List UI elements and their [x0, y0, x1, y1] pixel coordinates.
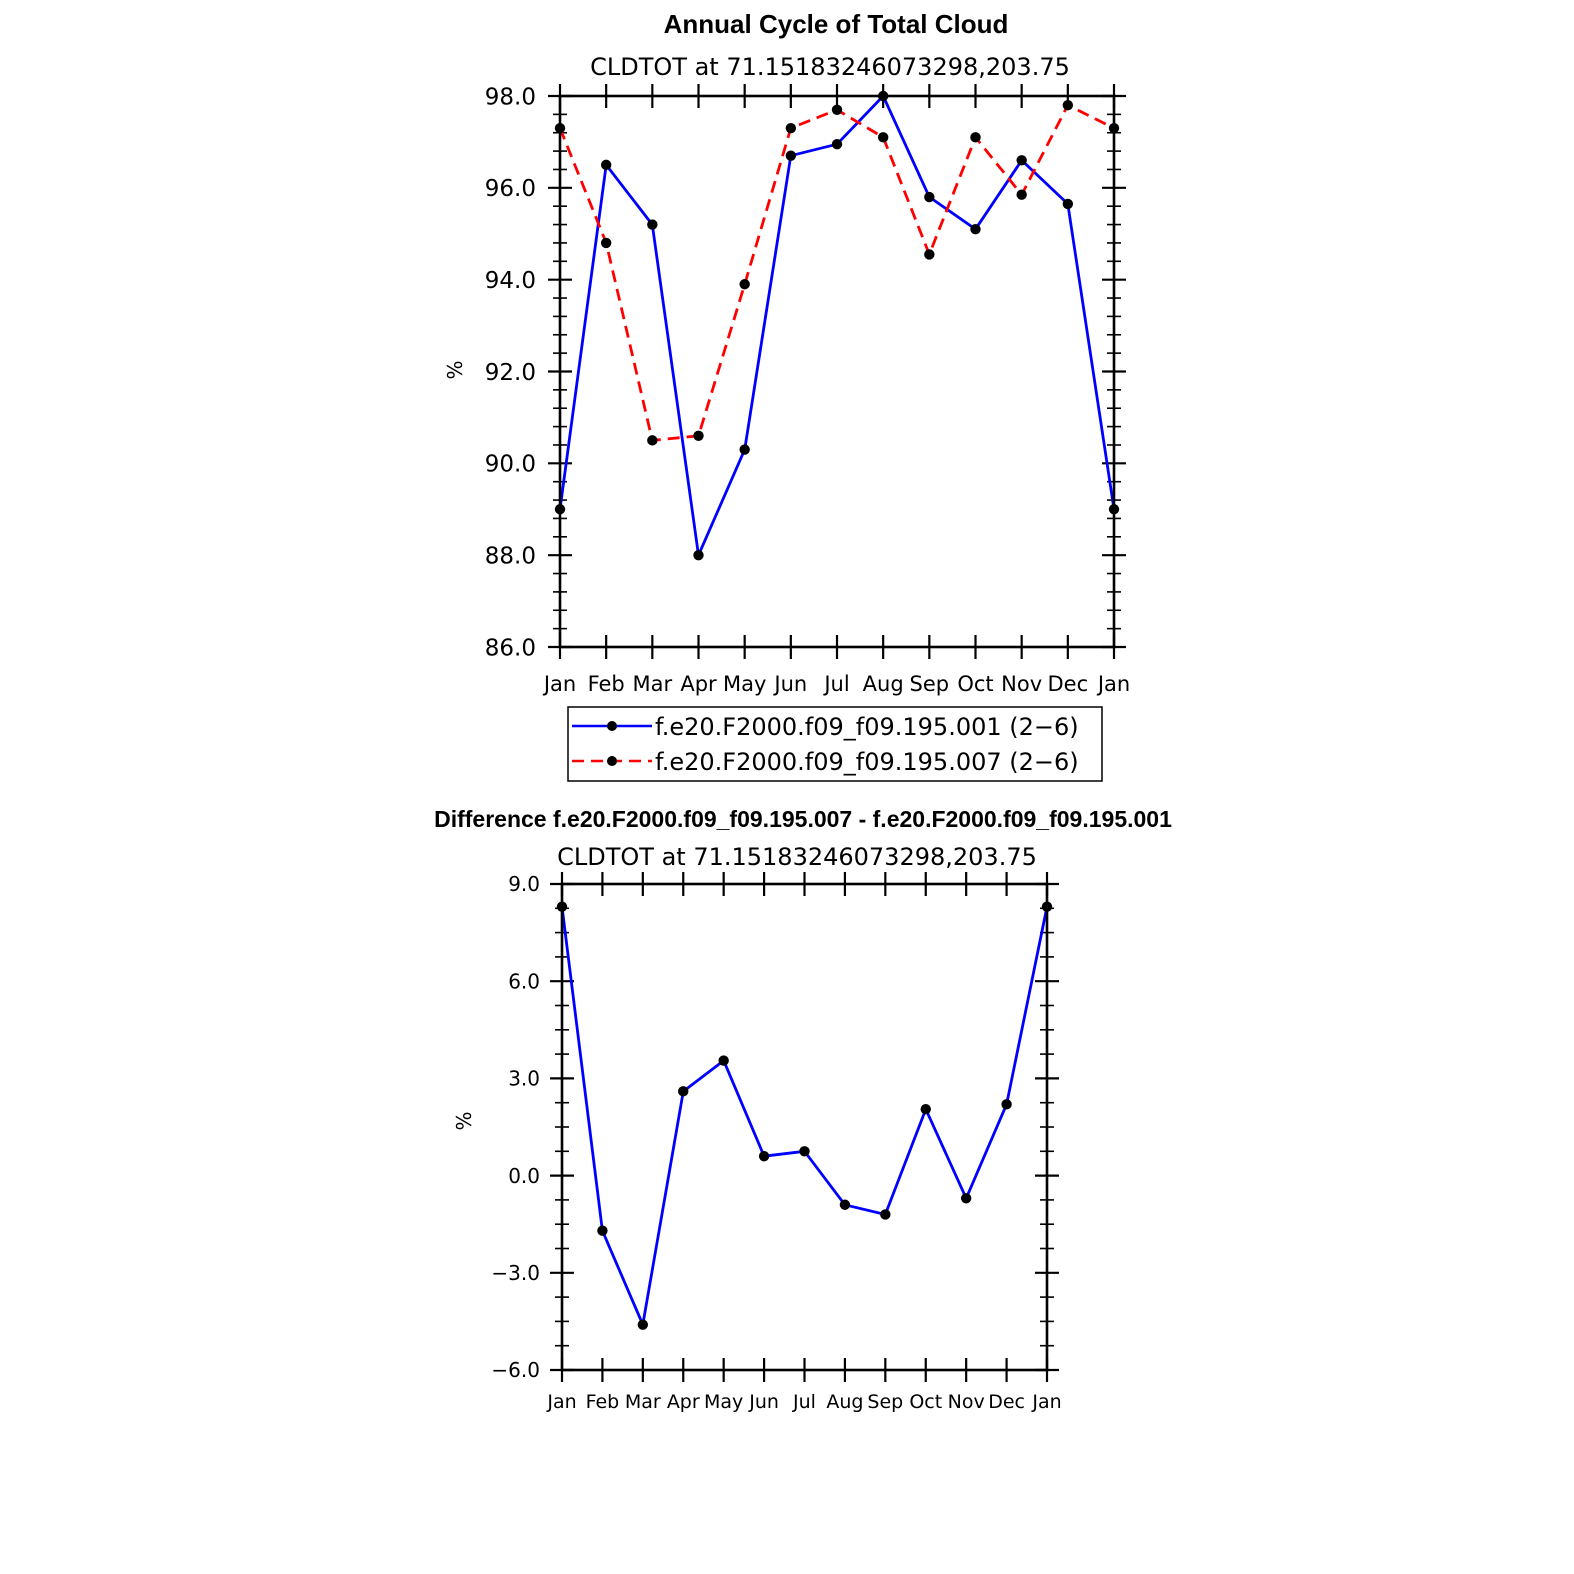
legend-box — [567, 706, 1103, 782]
x-tick-label: Jul — [822, 672, 849, 696]
x-tick-label: Apr — [680, 672, 717, 696]
data-point — [877, 132, 889, 143]
y-tick-label: 88.0 — [485, 543, 536, 569]
plot-frame — [558, 94, 1116, 649]
chart-subtitle: CLDTOT at 71.15183246073298,203.75 — [557, 843, 1037, 871]
data-point — [799, 1146, 810, 1157]
legend-label-series-2: f.e20.F2000.f09_f09.195.007 (2−6) — [655, 748, 1079, 776]
y-tick-label: 96.0 — [485, 176, 536, 202]
x-tick-label: Oct — [957, 672, 993, 696]
x-tick-label: Jan — [1096, 672, 1130, 696]
x-tick-label: Jan — [546, 1391, 576, 1413]
y-tick-label: 98.0 — [485, 84, 536, 110]
legend-marker-series-2 — [607, 756, 617, 766]
data-point — [960, 1193, 972, 1204]
data-point — [839, 1199, 851, 1210]
chart-subtitle: CLDTOT at 71.15183246073298,203.75 — [590, 53, 1070, 81]
data-point — [637, 1319, 649, 1330]
x-tick-labels: Jan Feb Mar Apr May Jun Jul Aug Sep Oct Nov Dec Jan — [542, 672, 1130, 696]
x-tick-label: Sep — [867, 1391, 903, 1413]
data-point — [693, 430, 704, 441]
x-tick-label: May — [704, 1391, 743, 1413]
x-tick-label: Aug — [863, 672, 904, 696]
y-axis-label: % — [443, 360, 467, 379]
data-point — [597, 1225, 608, 1236]
plot-frame — [560, 882, 1049, 1372]
x-tick-label: Jan — [1031, 1391, 1061, 1413]
legend-marker-series-1 — [607, 721, 617, 731]
x-tick-label: Mar — [633, 672, 673, 696]
data-point — [924, 191, 935, 203]
y-tick-label: −6.0 — [491, 1358, 540, 1382]
data-point — [970, 132, 981, 143]
data-point — [647, 435, 658, 446]
data-point — [1016, 189, 1027, 200]
x-tick-label: Oct — [909, 1391, 942, 1413]
y-tick-label: 90.0 — [485, 452, 536, 478]
x-tick-label: Dec — [988, 1391, 1025, 1413]
x-tick-label: Feb — [588, 672, 625, 696]
y-tick-label: 6.0 — [508, 969, 540, 993]
data-point — [600, 237, 612, 249]
x-tick-label: Apr — [667, 1391, 700, 1413]
x-tick-label: Jan — [542, 672, 576, 696]
data-point — [785, 150, 797, 161]
y-tick-label: −3.0 — [491, 1261, 540, 1285]
data-point — [924, 249, 935, 260]
difference-chart: Difference f.e20.F2000.f09_f09.195.007 -… — [434, 806, 1172, 1413]
data-point — [600, 159, 612, 171]
chart-title: Annual Cycle of Total Cloud — [664, 9, 1009, 39]
data-point — [693, 549, 704, 561]
y-tick-label: 9.0 — [508, 872, 540, 896]
data-point — [880, 1209, 891, 1220]
data-point — [970, 223, 981, 235]
x-tick-label: Nov — [1001, 672, 1042, 696]
y-tick-label: 86.0 — [485, 635, 536, 661]
data-point — [920, 1103, 931, 1115]
x-tick-label: Jun — [772, 672, 807, 696]
data-point — [739, 444, 750, 455]
data-point — [739, 279, 750, 290]
y-axis-label: % — [452, 1111, 476, 1130]
data-point — [785, 122, 797, 134]
x-tick-label: May — [723, 672, 766, 696]
data-point — [718, 1055, 729, 1066]
x-tick-label: Dec — [1048, 672, 1089, 696]
y-tick-labels: 86.0 88.0 90.0 92.0 94.0 96.0 98.0 — [485, 84, 536, 661]
y-tick-label: 92.0 — [485, 360, 536, 386]
x-tick-label: Nov — [948, 1391, 985, 1413]
data-point — [1062, 99, 1074, 111]
data-point — [678, 1086, 689, 1097]
y-tick-label: 0.0 — [508, 1164, 540, 1188]
x-tick-label: Mar — [625, 1391, 661, 1413]
chart-title: Difference f.e20.F2000.f09_f09.195.007 -… — [434, 806, 1172, 832]
data-point — [647, 219, 658, 230]
y-tick-label: 3.0 — [508, 1067, 540, 1091]
y-tick-labels: −6.0 −3.0 0.0 3.0 6.0 9.0 — [491, 872, 540, 1382]
series-markers — [556, 901, 1053, 1330]
annual-cycle-chart: Annual Cycle of Total Cloud CLDTOT at 71… — [443, 9, 1130, 782]
data-point — [831, 104, 843, 115]
data-point — [831, 139, 843, 150]
x-tick-labels: Jan Feb Mar Apr May Jun Jul Aug Sep Oct Nov Dec Jan — [546, 1391, 1061, 1413]
y-tick-label: 94.0 — [485, 268, 536, 294]
x-tick-label: Jul — [792, 1391, 816, 1413]
legend: f.e20.F2000.f09_f09.195.001 (2−6) f.e20.… — [567, 706, 1103, 782]
data-point — [758, 1150, 770, 1162]
x-tick-label: Aug — [826, 1391, 863, 1413]
data-point — [1016, 155, 1027, 166]
x-tick-label: Feb — [586, 1391, 620, 1413]
data-point — [1001, 1099, 1012, 1110]
x-tick-label: Jun — [748, 1391, 779, 1413]
x-tick-label: Sep — [910, 672, 950, 696]
data-point — [1062, 198, 1074, 210]
legend-label-series-1: f.e20.F2000.f09_f09.195.001 (2−6) — [655, 713, 1079, 741]
